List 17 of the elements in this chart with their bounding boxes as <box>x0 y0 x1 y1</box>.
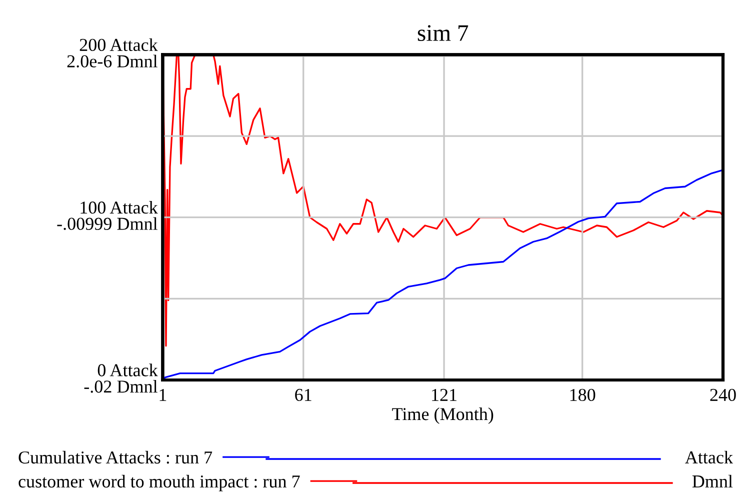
legend-label: customer word to mouth impact : run 7 <box>18 474 300 492</box>
text: Attack <box>685 450 733 464</box>
x-tick-label: 61 <box>295 388 312 402</box>
chart-title: sim 7 <box>418 25 468 42</box>
x-tick-label: 180 <box>570 388 596 402</box>
y2-tick-label: -.02 Dmnl <box>84 380 158 393</box>
x-axis-title: Time (Month) <box>392 407 494 424</box>
y2-tick-label: -.00999 Dmnl <box>57 217 158 230</box>
legend-label: Cumulative Attacks : run 7 <box>18 450 212 464</box>
y-tick-label: 0 Attack <box>98 364 158 376</box>
x-tick-label: 240 <box>710 388 736 402</box>
y2-tick-label: 2.0e-6 Dmnl <box>67 54 158 68</box>
text: Dmnl <box>692 474 733 488</box>
y-tick-label: 200 Attack <box>80 38 158 52</box>
x-tick-label: 121 <box>432 388 456 401</box>
y-tick-label: 100 Attack <box>80 200 158 214</box>
x-tick-label: 1 <box>160 388 166 401</box>
